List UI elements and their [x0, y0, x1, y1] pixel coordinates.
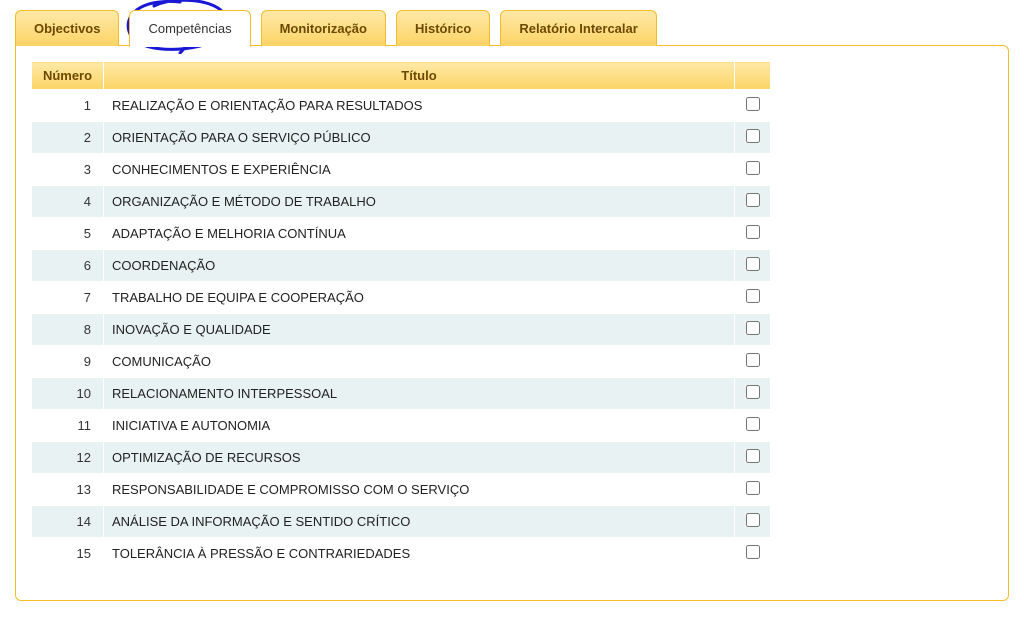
row-checkbox[interactable]	[746, 97, 760, 111]
cell-checkbox	[735, 218, 771, 250]
table-row: 5ADAPTAÇÃO E MELHORIA CONTÍNUA	[32, 218, 771, 250]
row-checkbox[interactable]	[746, 225, 760, 239]
cell-titulo: TRABALHO DE EQUIPA E COOPERAÇÃO	[104, 282, 735, 314]
tab-historico[interactable]: Histórico	[396, 10, 490, 46]
cell-titulo: INOVAÇÃO E QUALIDADE	[104, 314, 735, 346]
cell-checkbox	[735, 378, 771, 410]
cell-numero: 8	[32, 314, 104, 346]
table-row: 14ANÁLISE DA INFORMAÇÃO E SENTIDO CRÍTIC…	[32, 506, 771, 538]
cell-numero: 2	[32, 122, 104, 154]
tab-bar: Objectivos Competências Monitorização Hi…	[15, 10, 1009, 46]
cell-numero: 14	[32, 506, 104, 538]
cell-checkbox	[735, 442, 771, 474]
row-checkbox[interactable]	[746, 417, 760, 431]
cell-titulo: CONHECIMENTOS E EXPERIÊNCIA	[104, 154, 735, 186]
cell-numero: 6	[32, 250, 104, 282]
cell-checkbox	[735, 250, 771, 282]
row-checkbox[interactable]	[746, 257, 760, 271]
table-row: 9COMUNICAÇÃO	[32, 346, 771, 378]
table-row: 2ORIENTAÇÃO PARA O SERVIÇO PÚBLICO	[32, 122, 771, 154]
row-checkbox[interactable]	[746, 449, 760, 463]
tab-objectivos[interactable]: Objectivos	[15, 10, 119, 46]
col-header-titulo[interactable]: Título	[104, 62, 735, 90]
table-row: 11INICIATIVA E AUTONOMIA	[32, 410, 771, 442]
table-row: 13RESPONSABILIDADE E COMPROMISSO COM O S…	[32, 474, 771, 506]
cell-titulo: ADAPTAÇÃO E MELHORIA CONTÍNUA	[104, 218, 735, 250]
table-row: 12OPTIMIZAÇÃO DE RECURSOS	[32, 442, 771, 474]
row-checkbox[interactable]	[746, 321, 760, 335]
table-row: 7TRABALHO DE EQUIPA E COOPERAÇÃO	[32, 282, 771, 314]
cell-titulo: ORGANIZAÇÃO E MÉTODO DE TRABALHO	[104, 186, 735, 218]
row-checkbox[interactable]	[746, 385, 760, 399]
row-checkbox[interactable]	[746, 161, 760, 175]
cell-titulo: COMUNICAÇÃO	[104, 346, 735, 378]
row-checkbox[interactable]	[746, 129, 760, 143]
cell-numero: 11	[32, 410, 104, 442]
row-checkbox[interactable]	[746, 481, 760, 495]
table-row: 3CONHECIMENTOS E EXPERIÊNCIA	[32, 154, 771, 186]
cell-titulo: COORDENAÇÃO	[104, 250, 735, 282]
table-row: 6COORDENAÇÃO	[32, 250, 771, 282]
row-checkbox[interactable]	[746, 545, 760, 559]
cell-checkbox	[735, 538, 771, 570]
cell-numero: 10	[32, 378, 104, 410]
cell-checkbox	[735, 314, 771, 346]
cell-titulo: RELACIONAMENTO INTERPESSOAL	[104, 378, 735, 410]
cell-numero: 1	[32, 90, 104, 122]
col-header-select[interactable]	[735, 62, 771, 90]
table-row: 10RELACIONAMENTO INTERPESSOAL	[32, 378, 771, 410]
tab-monitorizacao[interactable]: Monitorização	[261, 10, 386, 46]
cell-numero: 13	[32, 474, 104, 506]
cell-numero: 12	[32, 442, 104, 474]
cell-numero: 3	[32, 154, 104, 186]
cell-checkbox	[735, 410, 771, 442]
cell-titulo: INICIATIVA E AUTONOMIA	[104, 410, 735, 442]
cell-titulo: ORIENTAÇÃO PARA O SERVIÇO PÚBLICO	[104, 122, 735, 154]
tab-panel: Número Título 1REALIZAÇÃO E ORIENTAÇÃO P…	[15, 45, 1009, 601]
cell-titulo: RESPONSABILIDADE E COMPROMISSO COM O SER…	[104, 474, 735, 506]
cell-titulo: ANÁLISE DA INFORMAÇÃO E SENTIDO CRÍTICO	[104, 506, 735, 538]
table-row: 15TOLERÂNCIA À PRESSÃO E CONTRARIEDADES	[32, 538, 771, 570]
tab-competencias[interactable]: Competências	[129, 10, 250, 47]
col-header-numero[interactable]: Número	[32, 62, 104, 90]
row-checkbox[interactable]	[746, 289, 760, 303]
cell-numero: 15	[32, 538, 104, 570]
cell-checkbox	[735, 186, 771, 218]
row-checkbox[interactable]	[746, 353, 760, 367]
cell-titulo: TOLERÂNCIA À PRESSÃO E CONTRARIEDADES	[104, 538, 735, 570]
table-row: 8INOVAÇÃO E QUALIDADE	[32, 314, 771, 346]
cell-titulo: OPTIMIZAÇÃO DE RECURSOS	[104, 442, 735, 474]
cell-checkbox	[735, 282, 771, 314]
cell-checkbox	[735, 122, 771, 154]
cell-checkbox	[735, 346, 771, 378]
cell-checkbox	[735, 90, 771, 122]
cell-checkbox	[735, 474, 771, 506]
cell-numero: 9	[32, 346, 104, 378]
cell-checkbox	[735, 154, 771, 186]
row-checkbox[interactable]	[746, 193, 760, 207]
row-checkbox[interactable]	[746, 513, 760, 527]
competencias-table: Número Título 1REALIZAÇÃO E ORIENTAÇÃO P…	[31, 61, 771, 570]
cell-titulo: REALIZAÇÃO E ORIENTAÇÃO PARA RESULTADOS	[104, 90, 735, 122]
cell-numero: 4	[32, 186, 104, 218]
table-row: 4ORGANIZAÇÃO E MÉTODO DE TRABALHO	[32, 186, 771, 218]
table-row: 1REALIZAÇÃO E ORIENTAÇÃO PARA RESULTADOS	[32, 90, 771, 122]
cell-numero: 5	[32, 218, 104, 250]
cell-checkbox	[735, 506, 771, 538]
tab-relatorio-intercalar[interactable]: Relatório Intercalar	[500, 10, 657, 46]
cell-numero: 7	[32, 282, 104, 314]
